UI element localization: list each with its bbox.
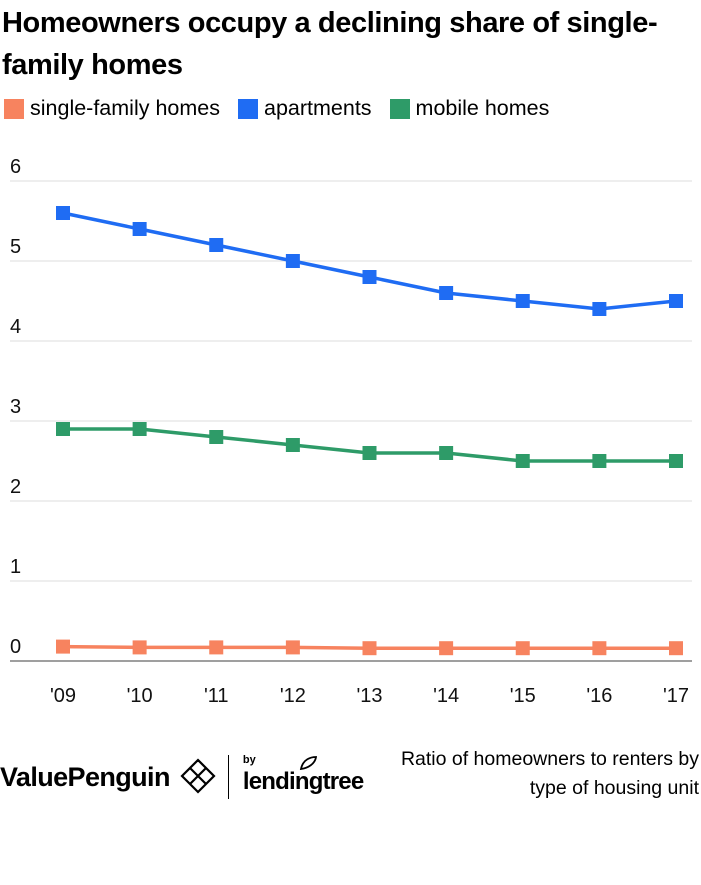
data-point <box>132 640 147 655</box>
y-tick-label: 6 <box>10 156 21 178</box>
data-point <box>439 446 454 460</box>
valuepenguin-wordmark: ValuePenguin <box>0 761 170 792</box>
chart-legend: single-family homes apartments mobile ho… <box>4 96 567 121</box>
x-tick-label: '15 <box>510 685 536 707</box>
data-point <box>592 641 607 656</box>
data-point <box>669 294 683 308</box>
data-point <box>515 454 530 468</box>
data-point <box>439 286 454 300</box>
x-tick-label: '14 <box>433 685 459 707</box>
brand-logo: ValuePenguin by lendingtree <box>0 754 364 799</box>
data-point <box>285 438 300 452</box>
data-point <box>439 641 454 656</box>
data-point <box>56 206 70 220</box>
y-tick-label: 0 <box>10 636 21 658</box>
x-tick-label: '13 <box>356 685 382 707</box>
lendingtree-text: lendingtree <box>242 768 364 795</box>
legend-swatch-mobile-homes <box>389 98 410 119</box>
y-tick-label: 3 <box>10 396 21 418</box>
data-point <box>362 270 377 284</box>
data-point <box>592 454 607 468</box>
data-point <box>56 422 70 436</box>
chart-title: Homeowners occupy a declining share of s… <box>2 7 658 81</box>
legend-item-apartments: apartments <box>237 96 372 121</box>
line-chart: 0 1 2 3 4 5 6 '09 '10 '11 '12 '13 '14 '15 '16 '17 <box>10 156 692 707</box>
data-point <box>515 294 530 308</box>
x-tick-label: '10 <box>127 685 153 707</box>
x-tick-label: '12 <box>280 685 306 707</box>
grid-lines <box>10 180 692 662</box>
data-point <box>209 430 224 444</box>
series-single-family-homes <box>56 639 683 656</box>
x-tick-label: '11 <box>204 685 229 707</box>
data-point <box>56 639 70 654</box>
y-tick-label: 1 <box>10 556 21 578</box>
data-point <box>362 641 377 656</box>
data-point <box>515 641 530 656</box>
legend-swatch-single-family <box>4 98 24 119</box>
series-apartments <box>56 206 683 316</box>
data-point <box>132 222 147 236</box>
x-tick-label: '17 <box>663 685 689 707</box>
y-tick-label: 5 <box>10 236 21 258</box>
y-tick-label: 2 <box>10 476 21 498</box>
legend-swatch-apartments <box>237 98 258 119</box>
series-group <box>56 206 683 656</box>
data-point <box>285 640 300 655</box>
leaf-icon <box>299 756 317 770</box>
data-point <box>362 446 377 460</box>
data-point <box>669 641 683 656</box>
legend-item-mobile-homes: mobile homes <box>389 96 550 121</box>
x-axis-ticks: '09 '10 '11 '12 '13 '14 '15 '16 '17 <box>50 685 689 707</box>
data-point <box>592 302 607 316</box>
x-tick-label: '09 <box>50 685 76 707</box>
legend-label-apartments: apartments <box>263 96 372 120</box>
legend-item-single-family: single-family homes <box>4 96 220 121</box>
chart-footnote: Ratio of homeowners to renters by type o… <box>400 748 699 799</box>
data-point <box>285 254 300 268</box>
x-tick-label: '16 <box>586 685 612 707</box>
data-point <box>132 422 147 436</box>
data-point <box>209 640 224 655</box>
legend-label-single-family: single-family homes <box>30 96 220 120</box>
series-mobile-homes <box>56 422 683 468</box>
data-point <box>209 238 224 252</box>
valuepenguin-logo-icon <box>180 758 216 794</box>
logo-divider <box>227 755 229 799</box>
data-point <box>669 454 683 468</box>
legend-label-mobile-homes: mobile homes <box>415 96 550 120</box>
y-axis-ticks: 0 1 2 3 4 5 6 <box>10 156 21 658</box>
lendingtree-wordmark: by lendingtree <box>242 754 364 796</box>
y-tick-label: 4 <box>10 316 21 338</box>
logo-by-text: by <box>242 754 256 766</box>
